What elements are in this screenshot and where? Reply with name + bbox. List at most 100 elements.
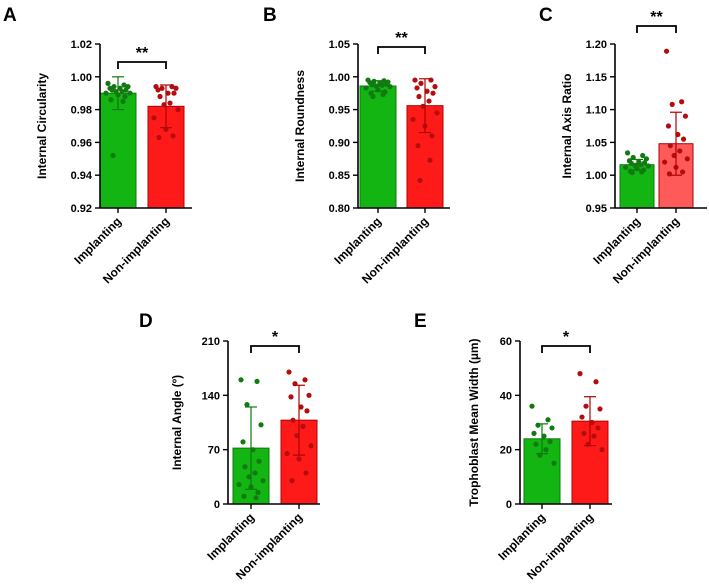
data-point-b-implanting — [369, 82, 375, 88]
y-tick-label-e: 60 — [500, 336, 512, 348]
bar-e-implanting — [523, 438, 561, 505]
y-tick-label-b: 0.90 — [329, 137, 350, 149]
data-point-a-non-implanting — [156, 134, 162, 141]
data-point-d-implanting — [260, 478, 266, 484]
y-tick-label-c: 1.10 — [586, 105, 607, 117]
data-point-d-implanting — [242, 464, 248, 470]
data-point-d-non-implanting — [290, 417, 296, 423]
data-point-b-implanting — [363, 85, 369, 91]
bar-b-implanting — [359, 85, 397, 209]
y-tick-label-b: 0.95 — [329, 105, 350, 117]
data-point-d-implanting — [238, 377, 244, 383]
data-point-d-implanting — [254, 378, 260, 384]
data-point-c-non-implanting — [682, 113, 689, 119]
data-point-b-non-implanting — [430, 90, 436, 96]
data-point-a-non-implanting — [173, 85, 179, 91]
y-tick-label-b: 0.80 — [329, 203, 350, 215]
panel-d: D070140210ImplantingNon-implantingIntern… — [139, 311, 320, 582]
panel-letter-a: A — [3, 5, 17, 26]
data-point-d-non-implanting — [306, 392, 312, 398]
data-point-e-implanting — [529, 403, 535, 409]
y-axis-label-c: Internal Axis Ratio — [560, 74, 574, 179]
y-tick-label-d: 0 — [214, 499, 220, 511]
y-tick-label-c: 1.05 — [586, 137, 607, 149]
panel-letter-b: B — [263, 5, 277, 26]
panel-letter-e: E — [414, 311, 427, 332]
significance-bracket-b — [377, 46, 426, 54]
data-point-e-implanting — [531, 430, 537, 436]
y-tick-label-a: 0.96 — [71, 137, 92, 149]
data-point-e-implanting — [541, 433, 547, 439]
data-point-d-non-implanting — [289, 478, 295, 484]
panel-a: A0.920.940.960.981.001.02ImplantingNon-i… — [3, 5, 192, 286]
y-axis-label-a: Internal Circularity — [35, 73, 49, 179]
data-point-d-non-implanting — [296, 456, 302, 462]
y-tick-label-c: 1.20 — [586, 39, 607, 51]
data-point-a-non-implanting — [167, 100, 173, 106]
data-point-b-non-implanting — [412, 77, 418, 83]
data-point-c-implanting — [623, 164, 629, 170]
significance-bracket-c — [636, 25, 677, 33]
data-point-c-implanting — [643, 156, 650, 162]
data-point-e-implanting — [551, 460, 557, 466]
data-point-d-non-implanting — [304, 408, 310, 414]
data-point-b-non-implanting — [416, 93, 422, 100]
y-tick-label-a: 0.94 — [71, 170, 93, 182]
panel-e: E0204060ImplantingNon-implantingTrophobl… — [414, 311, 612, 582]
bar-a-implanting — [99, 92, 137, 209]
data-point-b-non-implanting — [424, 88, 430, 94]
data-point-c-non-implanting — [677, 148, 683, 154]
data-point-b-implanting — [379, 82, 385, 88]
significance-marker-e: * — [563, 329, 570, 346]
data-point-a-implanting — [109, 87, 115, 93]
data-point-d-implanting — [255, 489, 261, 495]
data-point-e-non-implanting — [597, 406, 603, 412]
data-point-a-non-implanting — [171, 90, 177, 96]
data-point-c-non-implanting — [665, 123, 672, 129]
data-point-b-non-implanting — [415, 143, 421, 149]
data-point-e-implanting — [547, 438, 553, 445]
data-point-d-implanting — [244, 402, 250, 408]
y-tick-label-b: 1.00 — [329, 72, 350, 84]
data-point-a-implanting — [105, 80, 111, 86]
data-point-a-non-implanting — [159, 85, 165, 91]
data-point-a-implanting — [108, 97, 114, 103]
data-point-e-non-implanting — [589, 419, 595, 426]
y-tick-label-c: 1.00 — [586, 170, 607, 182]
y-tick-label-d: 210 — [202, 336, 220, 348]
data-point-e-implanting — [549, 425, 555, 431]
data-point-c-non-implanting — [684, 156, 690, 162]
data-point-a-implanting — [122, 93, 128, 100]
y-tick-label-a: 0.98 — [71, 105, 92, 117]
y-tick-label-e: 20 — [500, 445, 512, 457]
data-point-e-implanting — [533, 441, 539, 447]
data-point-c-non-implanting — [669, 101, 675, 107]
y-tick-label-a: 1.00 — [71, 72, 92, 84]
data-point-e-non-implanting — [581, 430, 587, 436]
data-point-c-implanting — [640, 152, 646, 159]
data-point-a-non-implanting — [155, 87, 161, 93]
data-point-d-non-implanting — [294, 433, 300, 439]
y-tick-label-a: 1.02 — [71, 39, 92, 51]
data-point-b-implanting — [383, 81, 389, 87]
data-point-d-implanting — [258, 422, 264, 428]
data-point-c-non-implanting — [679, 99, 685, 105]
significance-marker-d: * — [272, 329, 279, 346]
data-point-d-non-implanting — [284, 450, 290, 457]
data-point-a-implanting — [121, 82, 127, 88]
x-tick-label-c: Non-implanting — [610, 214, 682, 286]
data-point-b-implanting — [387, 84, 393, 90]
data-point-e-implanting — [543, 447, 549, 453]
data-point-a-implanting — [103, 90, 109, 96]
y-axis-label-e: Trophoblast Mean Width (µm) — [467, 338, 481, 506]
data-point-d-implanting — [236, 481, 242, 488]
data-point-a-non-implanting — [157, 93, 163, 100]
y-tick-label-e: 40 — [500, 390, 512, 402]
data-point-a-non-implanting — [165, 90, 171, 96]
y-tick-label-d: 140 — [202, 390, 220, 402]
panel-c: C0.951.001.051.101.151.20ImplantingNon-i… — [539, 5, 707, 286]
panel-letter-d: D — [139, 311, 153, 332]
data-point-e-non-implanting — [577, 371, 583, 377]
data-point-d-non-implanting — [300, 423, 306, 429]
